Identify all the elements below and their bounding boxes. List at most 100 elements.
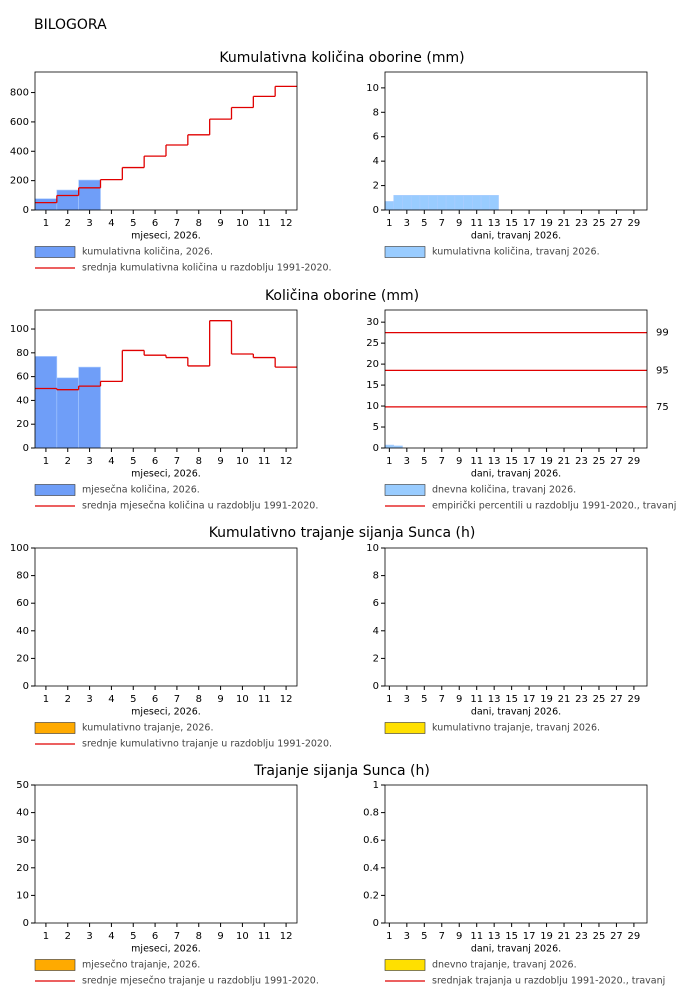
y-tick-label: 100 (10, 543, 29, 554)
x-tick-label: 9 (217, 694, 223, 705)
bar (410, 195, 421, 211)
x-tick-label: 3 (86, 218, 92, 229)
bar (419, 195, 429, 211)
y-tick-label: 20 (16, 863, 29, 874)
x-tick-label: 1 (43, 456, 49, 467)
x-tick-label: 11 (470, 456, 483, 467)
x-tick-label: 11 (470, 218, 483, 229)
legend-swatch (34, 959, 76, 971)
x-tick-label: 7 (174, 931, 180, 942)
x-tick-label: 5 (421, 218, 427, 229)
y-tick-label: 0 (373, 681, 379, 692)
x-tick-label: 13 (488, 931, 501, 942)
y-tick-label: 2 (373, 181, 379, 192)
x-axis-label: mjeseci, 2026. (131, 469, 201, 480)
x-tick-label: 29 (628, 694, 641, 705)
x-tick-label: 1 (386, 218, 392, 229)
y-tick-label: 0.6 (363, 835, 379, 846)
x-tick-label: 15 (505, 218, 518, 229)
x-tick-label: 1 (43, 931, 49, 942)
plot-frame (34, 309, 298, 449)
x-tick-label: 11 (470, 931, 483, 942)
x-tick-label: 6 (152, 931, 158, 942)
percentile-label: 95 (656, 365, 669, 376)
x-tick-label: 13 (488, 694, 501, 705)
x-tick-label: 27 (610, 456, 623, 467)
x-tick-label: 9 (456, 456, 462, 467)
y-tick-label: 50 (16, 780, 29, 791)
x-tick-label: 7 (174, 694, 180, 705)
x-tick-label: 8 (196, 931, 202, 942)
legend-swatch (34, 722, 76, 734)
legend-label: kumulativno trajanje, travanj 2026. (432, 723, 600, 734)
y-tick-label: 60 (16, 598, 29, 609)
x-tick-label: 25 (593, 456, 606, 467)
y-tick-label: 4 (373, 626, 379, 637)
x-tick-label: 21 (558, 218, 571, 229)
x-tick-label: 23 (575, 694, 588, 705)
y-tick-label: 0 (373, 205, 379, 216)
y-tick-label: 40 (16, 626, 29, 637)
x-tick-label: 10 (236, 694, 249, 705)
bar (463, 195, 473, 211)
y-tick-label: 2 (373, 653, 379, 664)
y-tick-label: 40 (16, 395, 29, 406)
y-tick-label: 800 (10, 88, 29, 99)
x-tick-label: 3 (86, 694, 92, 705)
bar (56, 377, 79, 449)
bar (472, 195, 482, 211)
x-tick-label: 2 (65, 456, 71, 467)
x-tick-label: 12 (280, 931, 293, 942)
y-tick-label: 100 (10, 324, 29, 335)
y-tick-label: 20 (16, 653, 29, 664)
y-tick-label: 20 (16, 419, 29, 430)
y-tick-label: 400 (10, 146, 29, 157)
x-tick-label: 3 (404, 218, 410, 229)
y-tick-label: 0.4 (363, 863, 379, 874)
station-title: BILOGORA (34, 17, 107, 33)
x-tick-label: 6 (152, 694, 158, 705)
x-tick-label: 9 (217, 456, 223, 467)
bar (480, 195, 491, 211)
x-tick-label: 5 (130, 931, 136, 942)
legend-label: dnevna količina, travanj 2026. (432, 485, 576, 496)
legend-label: empirički percentili u razdoblju 1991-20… (432, 501, 676, 512)
legend-label: srednja kumulativna količina u razdoblju… (82, 263, 332, 274)
y-tick-label: 0.2 (363, 890, 379, 901)
x-tick-label: 9 (456, 694, 462, 705)
x-tick-label: 27 (610, 694, 623, 705)
bar (489, 195, 499, 211)
x-tick-label: 13 (488, 218, 501, 229)
x-tick-label: 3 (404, 931, 410, 942)
x-axis-label: dani, travanj 2026. (471, 231, 561, 242)
y-tick-label: 0 (23, 443, 29, 454)
x-tick-label: 11 (258, 456, 271, 467)
x-tick-label: 5 (130, 218, 136, 229)
plot-frame (384, 547, 648, 687)
y-tick-label: 10 (16, 890, 29, 901)
bar (384, 201, 395, 211)
x-tick-label: 23 (575, 456, 588, 467)
x-tick-label: 21 (558, 694, 571, 705)
x-tick-label: 1 (386, 931, 392, 942)
x-tick-label: 4 (108, 694, 114, 705)
x-tick-label: 11 (258, 931, 271, 942)
y-tick-label: 0 (23, 681, 29, 692)
x-axis-label: mjeseci, 2026. (131, 231, 201, 242)
section-title: Kumulativno trajanje sijanja Sunca (h) (209, 525, 476, 541)
x-tick-label: 29 (628, 931, 641, 942)
bar (384, 444, 395, 449)
section-title: Količina oborine (mm) (265, 288, 419, 304)
x-tick-label: 3 (86, 931, 92, 942)
bar (56, 189, 79, 211)
x-tick-label: 11 (258, 694, 271, 705)
x-tick-label: 10 (236, 931, 249, 942)
y-tick-label: 10 (366, 401, 379, 412)
bar (402, 195, 412, 211)
legend-swatch (34, 484, 76, 496)
x-tick-label: 6 (152, 456, 158, 467)
x-tick-label: 3 (404, 456, 410, 467)
x-tick-label: 9 (456, 218, 462, 229)
y-tick-label: 15 (366, 380, 379, 391)
